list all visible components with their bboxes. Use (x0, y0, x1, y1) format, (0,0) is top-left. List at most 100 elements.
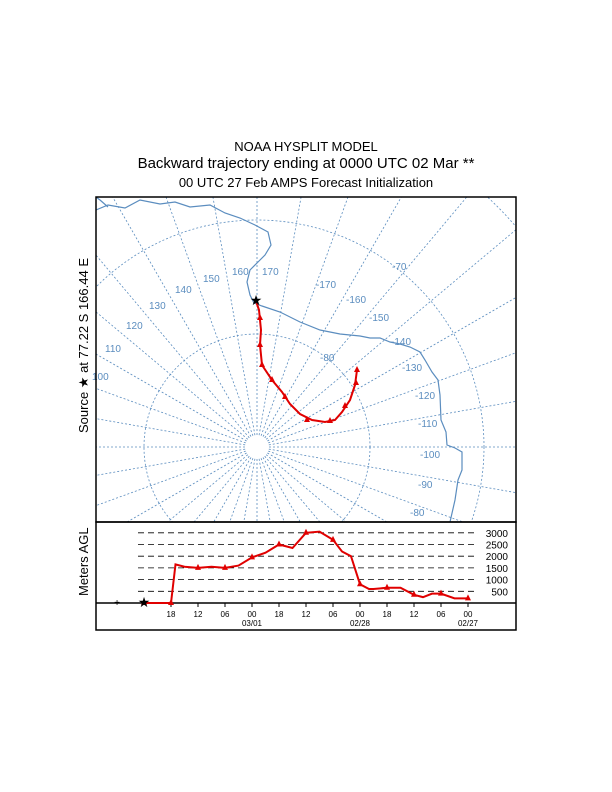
meridian-line (165, 197, 254, 436)
meridian-line (260, 458, 285, 522)
source-star-icon: ★ (250, 292, 263, 308)
meridian-label: 140 (175, 285, 192, 296)
x-tick-label: 00 (356, 610, 365, 619)
y-tick-label: 2000 (486, 552, 509, 563)
trajectory-marker (304, 416, 310, 422)
meridian-label: 120 (126, 321, 143, 332)
meridian-line (262, 457, 301, 522)
map-trajectory (255, 300, 358, 424)
meridian-label: -140 (391, 337, 411, 348)
meridian-line (268, 448, 516, 494)
trajectory-marker (257, 314, 263, 320)
x-tick-label: 00 (464, 610, 473, 619)
meridian-line (167, 454, 249, 522)
source-star-icon: ★ (138, 594, 151, 610)
height-line (144, 530, 468, 604)
height-point (438, 589, 444, 596)
height-frame (95, 521, 517, 631)
y-tick-label: 2500 (486, 541, 509, 552)
x-tick-label: 18 (383, 610, 392, 619)
meridian-line (193, 455, 250, 522)
meridian-line (264, 455, 321, 522)
x-tick-label: 12 (410, 610, 419, 619)
height-point (303, 528, 309, 535)
latitude-label: -80 (320, 353, 335, 364)
meridian-label: -170 (316, 280, 336, 291)
latitude-circle (96, 219, 485, 522)
meridian-line (212, 197, 256, 436)
trajectory-marker (269, 376, 275, 382)
x-tick-label: 12 (302, 610, 311, 619)
height-point (465, 594, 471, 601)
x-tick-label: 18 (167, 610, 176, 619)
meridian-label: 160 (232, 267, 249, 278)
meridian-label: -100 (420, 450, 440, 461)
meridian-line (268, 450, 464, 522)
meridian-label: -120 (415, 391, 435, 402)
meridian-line (96, 353, 247, 442)
trajectory-title: Backward trajectory ending at 0000 UTC 0… (137, 155, 475, 172)
date-label: 02/27 (458, 619, 479, 628)
x-tick-label: 06 (329, 610, 338, 619)
height-point (249, 553, 255, 560)
y-tick-label: 500 (491, 587, 508, 598)
height-point (141, 599, 147, 605)
meridian-line (265, 454, 347, 522)
trajectory-marker (282, 393, 288, 399)
meridian-label: 100 (92, 372, 109, 383)
height-point (222, 563, 228, 570)
height-point (411, 590, 417, 597)
meridian-label: 110 (105, 344, 121, 355)
latitude-label: -70 (392, 262, 407, 273)
trajectory-marker (354, 366, 360, 372)
meridian-line (96, 418, 246, 446)
meridian-label: -80 (410, 508, 425, 519)
trajectory-marker (327, 417, 333, 423)
meridian-line (260, 197, 349, 436)
meridian-label: 150 (203, 274, 220, 285)
latitude-circle (143, 333, 371, 522)
meridian-label: -160 (346, 295, 366, 306)
x-tick-label: 00 (248, 610, 257, 619)
meridian-line (213, 457, 252, 522)
meridian-line (267, 297, 516, 442)
coastline (96, 199, 463, 522)
y-tick-label: 1500 (486, 564, 509, 575)
meridian-label: -90 (418, 480, 433, 491)
x-tick-label: 06 (221, 610, 230, 619)
meridian-line (268, 400, 516, 446)
height-axis-label: Meters AGL (76, 527, 91, 596)
meridian-line (96, 448, 246, 476)
meridian-label: -130 (402, 363, 422, 374)
height-point (357, 580, 363, 587)
height-point (168, 599, 174, 605)
polar-map (96, 197, 516, 522)
cross-marker-icon: + (114, 598, 120, 609)
trajectory-marker (257, 341, 263, 347)
date-label: 02/28 (350, 619, 371, 628)
x-tick-label: 06 (437, 610, 446, 619)
meridian-line (243, 458, 256, 522)
meridian-line (96, 450, 246, 506)
source-label: Source ★ at 77.22 S 166.44 E (76, 258, 91, 433)
meridian-line (264, 197, 468, 439)
model-title: NOAA HYSPLIT MODEL (234, 139, 378, 154)
meridian-line (126, 452, 247, 522)
meridian-line (229, 458, 254, 522)
meridian-line (96, 311, 249, 440)
trajectory-marker (259, 361, 265, 367)
meridian-line (258, 458, 271, 522)
meridian-line (96, 388, 246, 444)
y-tick-label: 1000 (486, 576, 509, 587)
meridian-line (258, 197, 302, 436)
height-point (276, 540, 282, 547)
date-label: 03/01 (242, 619, 263, 628)
height-point (330, 535, 336, 542)
height-point (384, 583, 390, 590)
meridian-line (267, 452, 388, 522)
meridian-label: -110 (418, 419, 438, 430)
map-frame (95, 196, 517, 523)
coastline-west (96, 197, 109, 208)
